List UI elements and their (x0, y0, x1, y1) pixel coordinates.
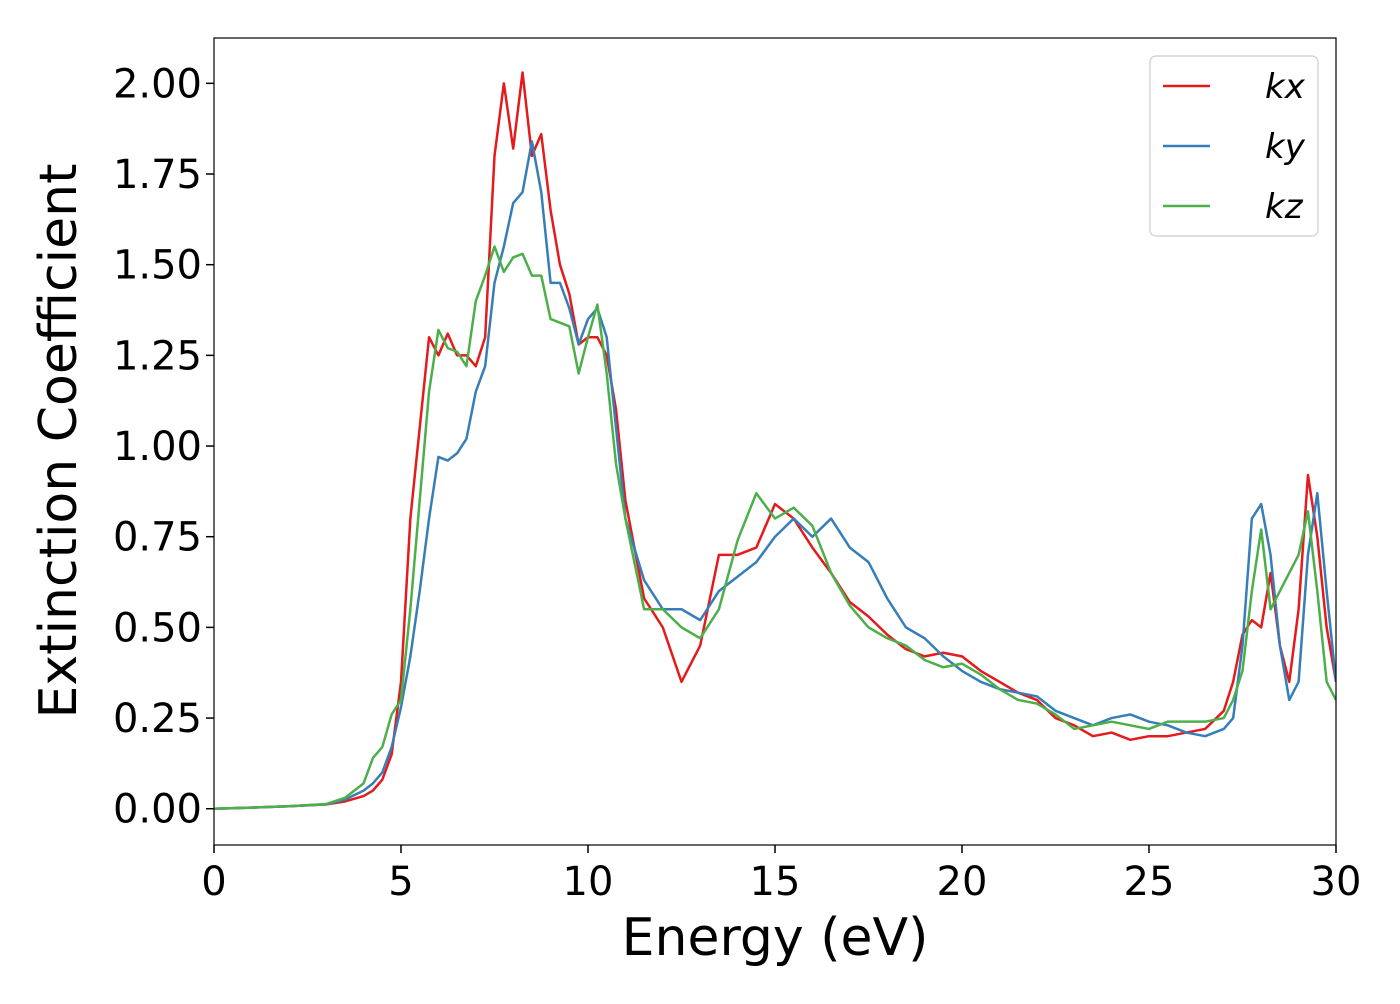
y-tick-label: 1.25 (113, 333, 202, 379)
x-tick-label: 20 (937, 859, 988, 905)
legend-label: kz (1265, 187, 1304, 227)
y-axis-label: Extinction Coefficient (29, 164, 89, 719)
y-tick-label: 1.00 (113, 424, 202, 470)
x-tick-label: 25 (1124, 859, 1175, 905)
line (214, 71, 1336, 810)
y-tick-label: 0.50 (113, 605, 202, 651)
line (214, 245, 1336, 810)
x-tick-label: 0 (201, 859, 226, 905)
x-tick-label: 15 (750, 859, 801, 905)
legend-label: kx (1265, 67, 1306, 107)
y-tick-label: 2.00 (113, 61, 202, 107)
plot-frame (213, 37, 1337, 846)
y-tick-label: 1.50 (113, 243, 202, 289)
x-axis-label: Energy (eV) (622, 908, 929, 968)
y-tick-label: 0.75 (113, 515, 202, 561)
x-tick-label: 10 (563, 859, 614, 905)
legend-box (1149, 55, 1319, 237)
y-tick-label: 0.00 (113, 787, 202, 833)
x-tick-label: 5 (388, 859, 413, 905)
legend-label: ky (1265, 127, 1306, 167)
x-tick-label: 30 (1311, 859, 1362, 905)
y-tick-label: 1.75 (113, 152, 202, 198)
y-tick-label: 0.25 (113, 696, 202, 742)
line (214, 140, 1336, 810)
